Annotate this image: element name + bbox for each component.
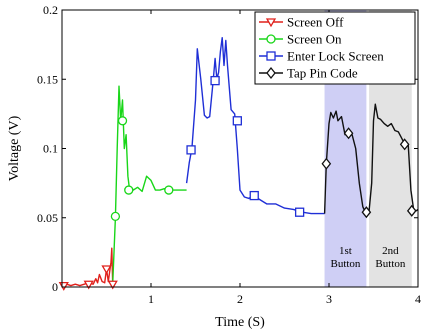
marker-tap-pin-code xyxy=(321,157,332,170)
marker-tap-pin-code xyxy=(343,127,354,140)
band-2-label-line-1: 2nd xyxy=(382,245,399,257)
marker-screen-on xyxy=(124,185,134,195)
legend-box xyxy=(254,11,416,85)
marker-enter-lock-screen xyxy=(186,145,196,155)
marker-screen-off xyxy=(83,280,94,290)
y-tick-label: 0.05 xyxy=(37,211,58,225)
y-tick-label: 0.15 xyxy=(37,72,58,86)
legend-marker-enter-lock-screen xyxy=(266,51,276,61)
marker-enter-lock-screen xyxy=(210,75,220,86)
y-tick-label: 0 xyxy=(52,280,58,294)
x-tick-label: 2 xyxy=(237,292,243,306)
series-line-screen-off xyxy=(61,247,114,287)
marker-screen-on xyxy=(117,116,128,126)
band-1-label-line-2: Button xyxy=(330,258,360,270)
legend-label-screen-on: Screen On xyxy=(287,32,342,47)
x-tick-label: 3 xyxy=(326,292,332,306)
marker-screen-on xyxy=(110,211,121,222)
band-2-label-line-2: Button xyxy=(375,258,405,270)
series-line-enter-lock-screen xyxy=(185,37,325,215)
series-markers xyxy=(58,75,417,291)
legend-marker-screen-on xyxy=(266,34,276,44)
band-1-label-line-1: 1st xyxy=(339,245,352,257)
y-axis-title: Voltage (V) xyxy=(7,115,22,181)
marker-screen-off xyxy=(101,265,112,275)
marker-enter-lock-screen xyxy=(294,207,305,217)
y-tick-label: 0.2 xyxy=(43,3,58,17)
axis-ticks: 1 2 3 4 0 0.05 0.1 0.15 0.2 xyxy=(37,3,421,306)
marker-tap-pin-code xyxy=(361,206,372,219)
legend-label-screen-off: Screen Off xyxy=(287,15,344,30)
series-line-screen-on xyxy=(112,85,187,285)
y-tick-label: 0.1 xyxy=(43,142,58,156)
x-axis-title: Time (S) xyxy=(215,315,265,330)
legend-marker-screen-off xyxy=(265,18,277,28)
marker-tap-pin-code xyxy=(399,138,410,151)
legend-marker-tap-pin-code xyxy=(266,66,276,80)
marker-enter-lock-screen xyxy=(249,190,259,201)
x-tick-label: 1 xyxy=(148,292,154,306)
legend-label-tap-pin-code: Tap Pin Code xyxy=(287,66,358,81)
marker-screen-on xyxy=(164,185,174,195)
marker-tap-pin-code xyxy=(406,204,417,217)
x-tick-label: 4 xyxy=(415,292,421,306)
legend-label-enter-lock-screen: Enter Lock Screen xyxy=(287,49,384,64)
legend: Screen Off Screen On Enter Lock Screen Tap … xyxy=(254,11,416,85)
marker-enter-lock-screen xyxy=(232,116,242,126)
marker-screen-off xyxy=(58,281,69,291)
marker-screen-off xyxy=(107,280,118,290)
